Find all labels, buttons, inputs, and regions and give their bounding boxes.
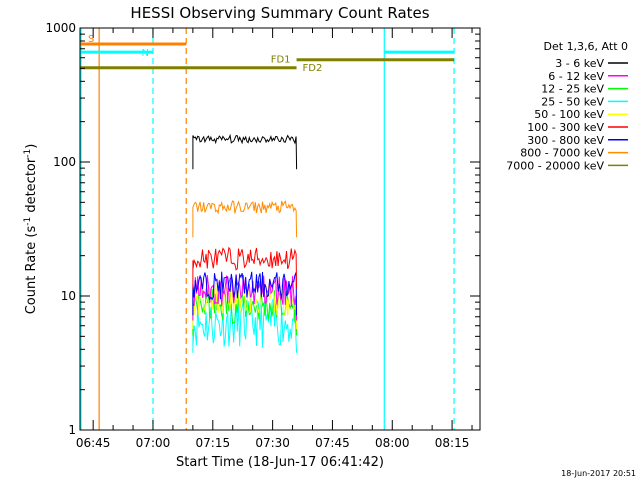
x-tick-label: 08:15: [435, 436, 470, 450]
x-tick-label: 06:45: [76, 436, 111, 450]
y-tick-label: 10: [61, 289, 76, 303]
flag-label: S: [88, 34, 94, 45]
y-tick-label: 1000: [45, 21, 76, 35]
marker-lines: [80, 28, 455, 430]
series-line: [192, 200, 298, 238]
plot-frame: [79, 27, 481, 431]
legend-label: 3 - 6 keV: [555, 57, 604, 70]
legend-label: 300 - 800 keV: [527, 134, 604, 147]
y-axis-label-part3: ): [24, 144, 39, 149]
flag-label: FD1: [271, 55, 291, 66]
series-line: [192, 298, 298, 353]
legend-label: 100 - 300 keV: [527, 121, 604, 134]
series-line: [192, 286, 298, 336]
legend-label: 800 - 7000 keV: [520, 147, 604, 160]
flag-bars: S N FD1 FD2: [80, 34, 455, 74]
legend-label: 12 - 25 keV: [541, 83, 604, 96]
series-line: [192, 274, 298, 321]
x-tick-label: 07:45: [315, 436, 350, 450]
y-axis-ticks: 1 10 100 1000: [45, 21, 480, 437]
x-tick-label: 07:00: [136, 436, 171, 450]
x-axis-label: Start Time (18-Jun-17 06:41:42): [176, 455, 384, 470]
legend-title: Det 1,3,6, Att 0: [544, 40, 628, 53]
x-tick-label: 07:30: [255, 436, 290, 450]
legend-label: 50 - 100 keV: [534, 108, 604, 121]
flag-label: FD2: [303, 63, 323, 74]
flag-label: N: [141, 48, 148, 59]
x-tick-label: 07:15: [196, 436, 231, 450]
x-axis-ticks: 06:45 07:00 07:15 07:30 07:45 08:00 08:15: [76, 28, 473, 450]
y-tick-label: 1: [68, 423, 76, 437]
y-tick-label: 100: [53, 155, 76, 169]
y-axis-label-part2: detector: [24, 157, 39, 217]
series-line: [192, 133, 298, 170]
y-axis-label-part1: Count Rate (s: [24, 226, 39, 315]
series-line: [192, 271, 298, 316]
legend-label: 25 - 50 keV: [541, 95, 604, 108]
plot-timestamp: 18-Jun-2017 20:51: [561, 469, 636, 478]
y-axis-label-sup2: -1: [23, 149, 33, 158]
series-line: [192, 246, 298, 289]
data-series: [192, 133, 298, 353]
legend-label: 7000 - 20000 keV: [506, 159, 604, 172]
y-axis-label-sup1: -1: [23, 217, 33, 226]
x-tick-label: 08:00: [375, 436, 410, 450]
chart-title: HESSI Observing Summary Count Rates: [130, 4, 429, 22]
legend-label: 6 - 12 keV: [548, 70, 604, 83]
y-axis-label: Count Rate (s-1 detector-1): [23, 144, 39, 315]
